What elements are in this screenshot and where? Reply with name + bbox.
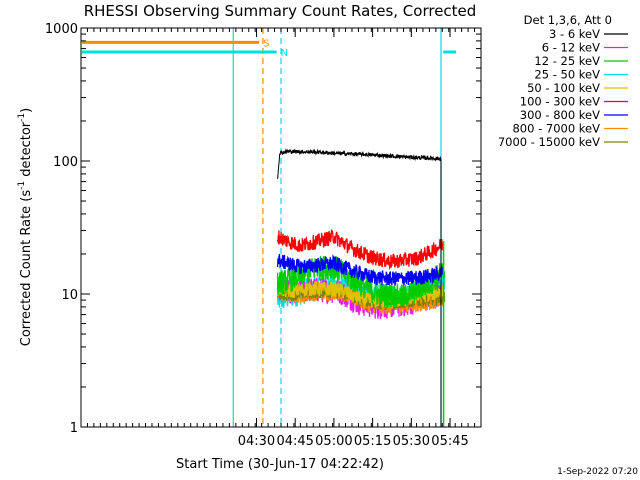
legend-label-3: 25 - 50 keV [534,68,600,82]
legend-label-2: 12 - 25 keV [534,54,600,68]
y-tick-label: 1000 [45,22,78,37]
series-line-0 [277,148,442,179]
chart-title: RHESSI Observing Summary Count Rates, Co… [84,2,477,20]
y-axis: 1 10 100 1000 [45,22,481,436]
series-line-6 [276,253,444,286]
y-tick-label: 100 [53,155,78,170]
plot-frame [80,27,482,428]
legend-label-7: 800 - 7000 keV [512,122,600,136]
y-axis-label-mid: detector [19,121,34,181]
plot-content: SN [82,28,456,427]
flag-label-N: N [281,48,288,59]
y-tick-label: 1 [70,421,78,436]
x-tick-label: 04:45 [276,434,313,449]
y-axis-label-main: Corrected Count Rate (s [19,190,34,347]
legend-label-5: 100 - 300 keV [520,95,600,109]
footer-date: 1-Sep-2022 07:20 [557,467,638,477]
y-axis-label-sup2: -1 [17,113,27,122]
x-axis: 04:30 04:45 05:00 05:15 05:30 05:45 [80,28,482,449]
legend-label-1: 6 - 12 keV [542,41,600,55]
y-tick-label: 10 [61,288,78,303]
y-axis-label-sup1: -1 [17,181,27,190]
x-tick-label: 05:15 [354,434,391,449]
series-line-5 [276,228,444,271]
legend-label-4: 50 - 100 keV [527,81,600,95]
x-tick-label: 05:00 [315,434,352,449]
legend-label-8: 7000 - 15000 keV [498,135,600,149]
legend-label-6: 300 - 800 keV [520,108,600,122]
y-axis-label-end: ) [19,108,34,113]
x-tick-label: 05:30 [393,434,430,449]
flag-label-S: S [263,38,269,49]
legend-header: Det 1,3,6, Att 0 [524,13,612,27]
legend-label-0: 3 - 6 keV [549,27,600,41]
x-tick-label: 05:45 [431,434,468,449]
y-axis-label: Corrected Count Rate (s-1 detector-1) [17,108,34,346]
x-tick-label: 04:30 [238,434,275,449]
x-axis-label: Start Time (30-Jun-17 04:22:42) [176,457,384,472]
